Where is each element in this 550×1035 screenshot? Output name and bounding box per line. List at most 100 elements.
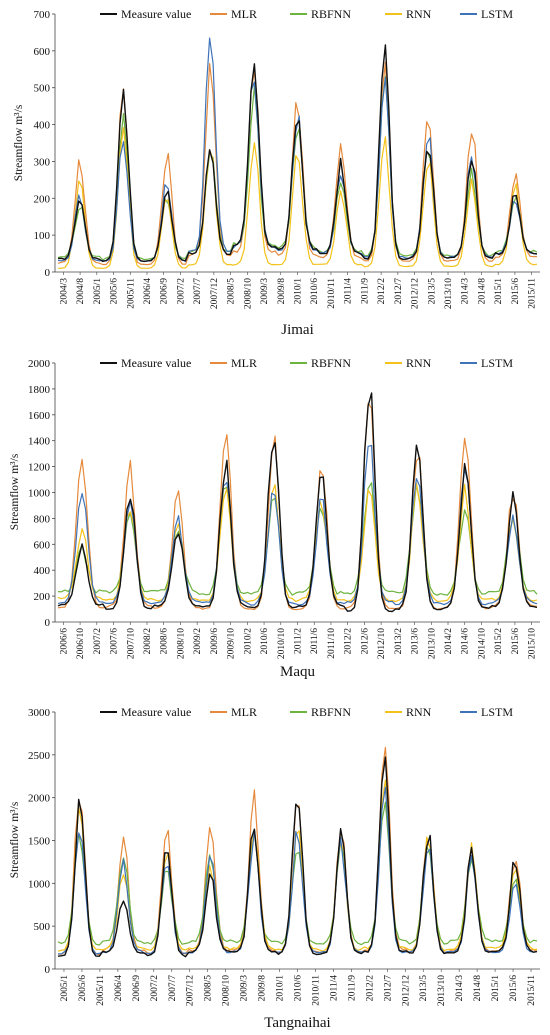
series-line-measure-value bbox=[57, 392, 538, 613]
x-tick-label: 2007/6 bbox=[110, 628, 120, 655]
legend-label: RNN bbox=[406, 705, 432, 719]
x-tick-label: 2011/9 bbox=[347, 975, 357, 1001]
y-axis-label: Streamflow m³/s bbox=[13, 104, 25, 181]
chart-panel-jimai: 0 100 200 300 400 500 600 700 2004/3 2004/8 2005/1… bbox=[13, 7, 540, 338]
legend-label: RBFNN bbox=[311, 7, 351, 21]
y-tick-label: 0 bbox=[45, 267, 51, 279]
x-tick-label: 2013/10 bbox=[444, 278, 454, 309]
x-tick-label: 2015/2 bbox=[494, 628, 504, 655]
x-tick-label: 2010/11 bbox=[311, 975, 321, 1006]
x-tick-label: 2008/2 bbox=[143, 628, 153, 655]
legend-label: RBFNN bbox=[311, 705, 351, 719]
y-tick-label: 200 bbox=[34, 193, 51, 205]
x-tick-label: 2015/1 bbox=[491, 975, 501, 1002]
x-tick-label: 2015/1 bbox=[494, 278, 504, 305]
series-line-measure-value bbox=[57, 756, 538, 958]
x-tick-label: 2007/2 bbox=[93, 628, 103, 655]
x-tick-label: 2004/3 bbox=[59, 278, 69, 305]
y-tick-label: 400 bbox=[34, 120, 51, 132]
x-tick-label: 2012/12 bbox=[401, 975, 411, 1006]
y-tick-label: 1000 bbox=[28, 488, 51, 500]
y-tick-label: 600 bbox=[34, 46, 51, 58]
x-tick-label: 2005/6 bbox=[110, 278, 120, 305]
x-tick-label: 2012/6 bbox=[360, 628, 370, 655]
legend-label: RNN bbox=[406, 7, 432, 21]
x-tick-label: 2013/10 bbox=[437, 975, 447, 1006]
x-tick-label: 2005/11 bbox=[126, 278, 136, 309]
series-line-mlr bbox=[57, 746, 538, 956]
x-tick-label: 2007/12 bbox=[210, 278, 220, 309]
x-tick-label: 2014/2 bbox=[444, 628, 454, 655]
y-tick-label: 3000 bbox=[28, 707, 51, 719]
x-tick-label: 2007/7 bbox=[193, 278, 203, 305]
x-tick-label: 2007/10 bbox=[126, 628, 136, 659]
y-tick-label: 0 bbox=[45, 964, 51, 976]
x-tick-label: 2010/6 bbox=[310, 278, 320, 305]
y-tick-label: 0 bbox=[45, 617, 51, 629]
x-tick-label: 2014/3 bbox=[455, 975, 465, 1002]
x-tick-label: 2011/4 bbox=[329, 975, 339, 1001]
y-tick-label: 800 bbox=[34, 513, 51, 525]
x-tick-label: 2010/2 bbox=[243, 628, 253, 655]
series-line-lstm bbox=[57, 786, 538, 955]
x-tick-label: 2012/7 bbox=[383, 975, 393, 1002]
x-tick-label: 2015/11 bbox=[528, 278, 538, 309]
series-line-mlr bbox=[57, 402, 538, 611]
x-tick-label: 2004/8 bbox=[76, 278, 86, 305]
x-tick-label: 2006/9 bbox=[132, 975, 142, 1002]
x-tick-label: 2010/6 bbox=[260, 628, 270, 655]
y-tick-label: 500 bbox=[34, 921, 51, 933]
y-tick-label: 2000 bbox=[28, 358, 51, 370]
x-tick-label: 2006/10 bbox=[76, 628, 86, 659]
y-tick-label: 1400 bbox=[28, 436, 51, 448]
x-tick-label: 2009/6 bbox=[210, 628, 220, 655]
y-tick-label: 400 bbox=[34, 565, 51, 577]
y-tick-label: 700 bbox=[34, 9, 51, 21]
x-tick-label: 2009/3 bbox=[240, 975, 250, 1002]
legend-label: Measure value bbox=[121, 705, 191, 719]
x-tick-label: 2006/4 bbox=[143, 278, 153, 305]
y-tick-label: 100 bbox=[34, 230, 51, 242]
x-tick-label: 2015/6 bbox=[509, 975, 519, 1002]
x-tick-label: 2007/2 bbox=[176, 278, 186, 305]
x-tick-label: 2010/6 bbox=[294, 975, 304, 1002]
legend-label: LSTM bbox=[481, 356, 513, 370]
legend-label: MLR bbox=[231, 356, 257, 370]
x-tick-label: 2012/12 bbox=[411, 278, 421, 309]
x-tick-label: 2015/11 bbox=[527, 975, 537, 1006]
x-tick-label: 2007/12 bbox=[186, 975, 196, 1006]
x-tick-label: 2005/11 bbox=[96, 975, 106, 1006]
x-tick-label: 2012/10 bbox=[377, 628, 387, 659]
x-tick-label: 2015/10 bbox=[528, 628, 538, 659]
legend-label: LSTM bbox=[481, 7, 513, 21]
series-line-mlr bbox=[57, 61, 538, 266]
x-tick-label: 2012/2 bbox=[344, 628, 354, 655]
x-tick-label: 2014/6 bbox=[461, 628, 471, 655]
y-tick-label: 2000 bbox=[28, 793, 51, 805]
x-tick-label: 2006/6 bbox=[59, 628, 69, 655]
y-tick-label: 500 bbox=[34, 83, 51, 95]
y-tick-label: 2500 bbox=[28, 750, 51, 762]
x-tick-label: 2011/10 bbox=[327, 628, 337, 659]
y-axis-label: Streamflow m³/s bbox=[9, 453, 21, 530]
x-tick-label: 2008/10 bbox=[243, 278, 253, 309]
legend-label: RNN bbox=[406, 356, 432, 370]
x-tick-label: 2014/8 bbox=[473, 975, 483, 1002]
x-tick-label: 2011/4 bbox=[344, 278, 354, 304]
y-tick-label: 1500 bbox=[28, 836, 51, 848]
legend-label: MLR bbox=[231, 7, 257, 21]
y-tick-label: 300 bbox=[34, 156, 51, 168]
x-tick-label: 2005/1 bbox=[93, 278, 103, 305]
x-tick-label: 2006/4 bbox=[114, 975, 124, 1002]
x-tick-label: 2013/6 bbox=[411, 628, 421, 655]
x-tick-label: 2007/2 bbox=[150, 975, 160, 1002]
x-tick-label: 2005/1 bbox=[60, 975, 70, 1002]
x-tick-label: 2009/8 bbox=[277, 278, 287, 305]
legend-label: Measure value bbox=[121, 7, 191, 21]
x-tick-label: 2010/11 bbox=[327, 278, 337, 309]
x-tick-label: 2013/5 bbox=[427, 278, 437, 305]
x-tick-label: 2009/8 bbox=[258, 975, 268, 1002]
x-tick-label: 2009/3 bbox=[260, 278, 270, 305]
legend-label: Measure value bbox=[121, 356, 191, 370]
